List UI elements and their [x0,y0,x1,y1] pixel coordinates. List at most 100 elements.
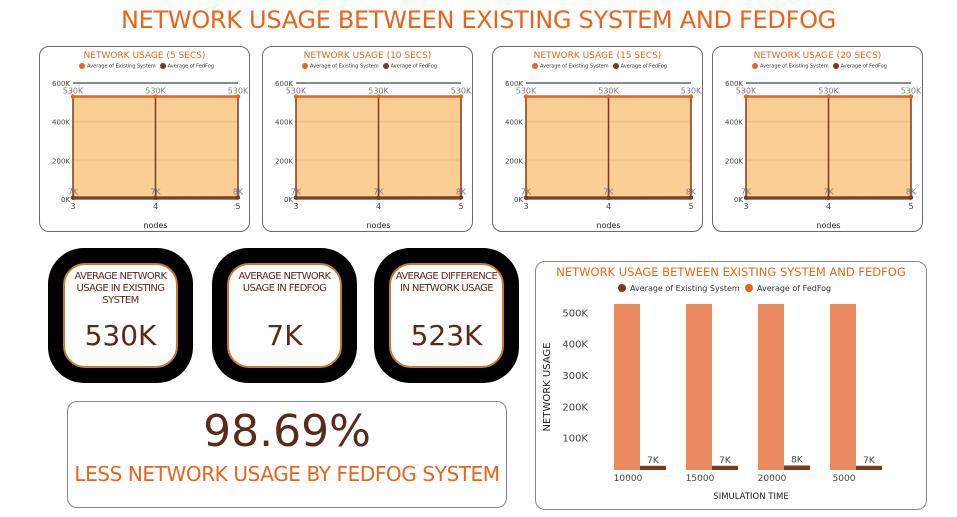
x-tick-label: 5000 [833,474,856,484]
x-tick-label: 5 [458,202,463,211]
data-point [743,94,749,99]
legend-dot-icon [752,63,759,69]
legend-label: Average of FedFog [620,63,667,70]
x-tick-label: 3 [70,202,75,211]
kpi-fedfog: AVERAGE NETWORK USAGE IN FEDFOG 7K [212,248,357,383]
data-point [458,94,464,99]
kpi-value: 523K [410,319,483,352]
x-tick-label: 5 [688,202,693,211]
data-point [376,94,381,99]
x-tick-label: 4 [606,202,611,211]
legend-dot-icon [159,63,166,69]
small-chart-card-2: NETWORK USAGE (10 SECS) Average of Exist… [262,46,473,232]
y-tick-label: 0K [61,196,70,204]
data-point [293,195,299,200]
y-tick-label: 200K [725,157,743,165]
data-label: 530K [818,87,839,96]
legend-dot-icon [612,63,619,69]
kpi-value: 530K [84,319,157,352]
legend-label: Average of FedFog [757,284,831,293]
x-tick-label: 5 [908,202,913,211]
chart-title: NETWORK USAGE (20 SECS) [753,51,882,61]
data-label: 7K [150,188,161,197]
bar-chart-card: NETWORK USAGE BETWEEN EXISTING SYSTEM AN… [535,261,927,510]
data-point [376,195,381,200]
data-label: 7K [741,188,752,197]
data-label: 7K [291,188,302,197]
y-tick-label: 0K [734,196,743,204]
legend-label: Average of Existing System [310,63,379,70]
kpi-card: AVERAGE NETWORK USAGE IN FEDFOG 7K [227,263,342,368]
x-tick-label: 5 [235,202,240,211]
x-tick-label: 3 [523,202,528,211]
y-tick-label: 0K [284,196,293,204]
legend-dot-icon [745,284,753,292]
small-chart-card-4: NETWORK USAGE (20 SECS) Average of Exist… [712,46,923,232]
chart-title: NETWORK USAGE (15 SECS) [533,51,662,61]
data-label: 7K [373,188,384,197]
x-tick-label: 4 [153,202,158,211]
y-tick-label: 600K [275,80,293,88]
data-label: 530K [63,87,84,96]
small-chart-card-3: NETWORK USAGE (15 SECS) Average of Exist… [492,46,703,232]
y-tick-label: 200K [562,402,588,413]
data-point [70,195,76,200]
data-point [606,195,611,200]
y-tick-label: 600K [725,80,743,88]
x-tick-label: 3 [293,202,298,211]
summary-value: 98.69% [203,406,371,457]
data-label: 7K [647,456,660,466]
kpi-label: AVERAGE NETWORK USAGE IN EXISTING SYSTEM [74,271,168,306]
chart-legend: Average of Existing System Average of Fed… [713,63,922,70]
x-axis-label: SIMULATION TIME [713,492,788,502]
data-label: 7K [719,456,732,466]
chart-legend: Average of Existing System Average of Fed… [40,63,249,70]
kpi-card: AVERAGE NETWORK USAGE IN EXISTING SYSTEM… [63,263,178,368]
legend-label: Average of FedFog [167,63,214,70]
legend-dot-icon [79,63,86,69]
bar-chart: NETWORK USAGE BETWEEN EXISTING SYSTEM AN… [542,265,906,502]
data-label: 8K [791,455,804,465]
legend-label: Average of FedFog [390,63,437,70]
bar-fedfog [856,465,882,470]
y-axis-label: NETWORK USAGE [542,343,553,432]
bar-existing [758,304,784,470]
x-tick-label: 4 [376,202,381,211]
data-point [70,94,76,99]
legend-dot-icon [618,284,626,292]
data-point [523,94,529,99]
data-point [153,94,158,99]
x-tick-label: 20000 [758,474,787,484]
data-point [908,94,914,99]
data-label: 7K [823,188,834,197]
y-tick-label: 400K [505,119,523,127]
data-label: 8K [686,187,697,196]
y-tick-label: 200K [275,157,293,165]
y-tick-label: 600K [505,80,523,88]
x-axis-label: nodes [143,221,167,230]
y-tick-label: 100K [562,434,588,445]
y-tick-label: 400K [562,340,588,351]
bar-existing [614,304,640,470]
data-label: 530K [145,87,166,96]
data-point [688,94,694,99]
y-tick-label: 500K [562,308,588,319]
data-point [458,195,464,200]
data-label: 8K [456,187,467,196]
x-tick-label: 4 [826,202,831,211]
y-tick-label: 400K [725,119,743,127]
y-tick-label: 0K [514,196,523,204]
data-point [606,94,611,99]
legend-dot-icon [532,63,539,69]
bar-existing [830,304,856,470]
data-label: 530K [451,87,472,96]
y-tick-label: 400K [52,119,70,127]
legend-dot-icon [302,63,309,69]
data-label: 530K [368,87,389,96]
bar-fedfog [784,465,810,470]
chart-title: NETWORK USAGE BETWEEN EXISTING SYSTEM AN… [556,265,905,279]
data-label: 7K [603,188,614,197]
